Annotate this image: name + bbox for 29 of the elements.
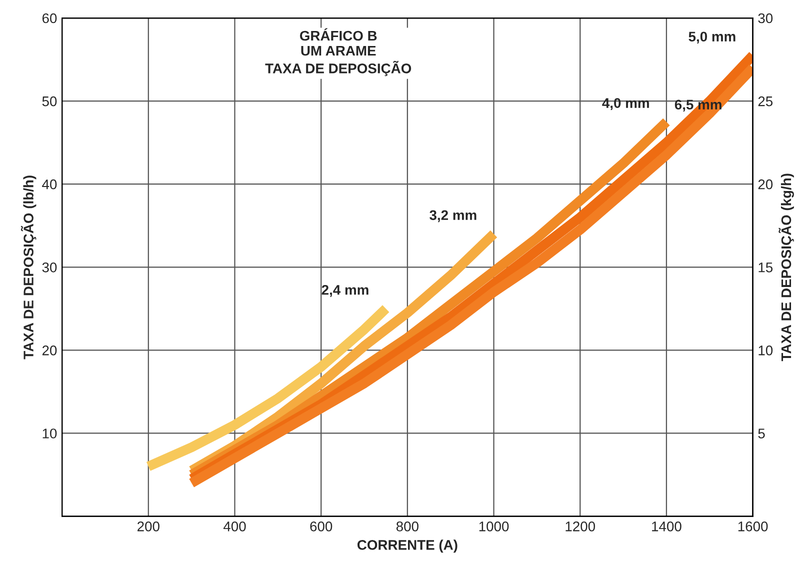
series-label: 6,5 mm: [674, 100, 722, 112]
y-tick-label: 40: [42, 179, 57, 190]
x-tick-label: 800: [396, 522, 418, 532]
x-axis-title: CORRENTE (A): [357, 540, 458, 553]
x-tick-label: 600: [310, 522, 332, 532]
y-tick-label: 30: [42, 262, 57, 272]
y-tick-label: 10: [42, 428, 57, 438]
y-tick-label: 20: [42, 346, 57, 356]
x-tick-label: 200: [138, 522, 160, 532]
x-tick-label: 1600: [738, 522, 768, 532]
y2-tick-label: 20: [758, 179, 773, 190]
series-label: 2,4 mm: [322, 284, 368, 297]
series-label: 5,0 mm: [688, 32, 736, 44]
x-tick-label: 1400: [652, 522, 682, 532]
text: GRÁFICO B UM ARAME TAXA DE DEPOSIÇÃO: [265, 28, 412, 76]
x-tick-label: 400: [223, 522, 246, 532]
y-tick-label: 50: [42, 96, 57, 106]
y2-tick-label: 5: [758, 428, 765, 438]
series-label: 4,0 mm: [602, 98, 649, 110]
y-axis-title: TAXA DE DEPOSIÇÃO (lb/h): [20, 176, 36, 360]
y2-tick-label: 15: [758, 262, 773, 272]
x-tick-label: 1000: [479, 522, 509, 532]
y2-tick-label: 10: [758, 346, 773, 356]
y-tick-label: 60: [42, 13, 57, 24]
x-tick-label: 1200: [566, 522, 596, 532]
series-label: 3,2 mm: [430, 210, 476, 222]
y2-axis-title: TAXA DE DEPOSIÇÃO (kg/h): [778, 174, 794, 362]
y2-tick-label: 25: [758, 96, 773, 106]
y2-tick-label: 30: [758, 13, 773, 24]
